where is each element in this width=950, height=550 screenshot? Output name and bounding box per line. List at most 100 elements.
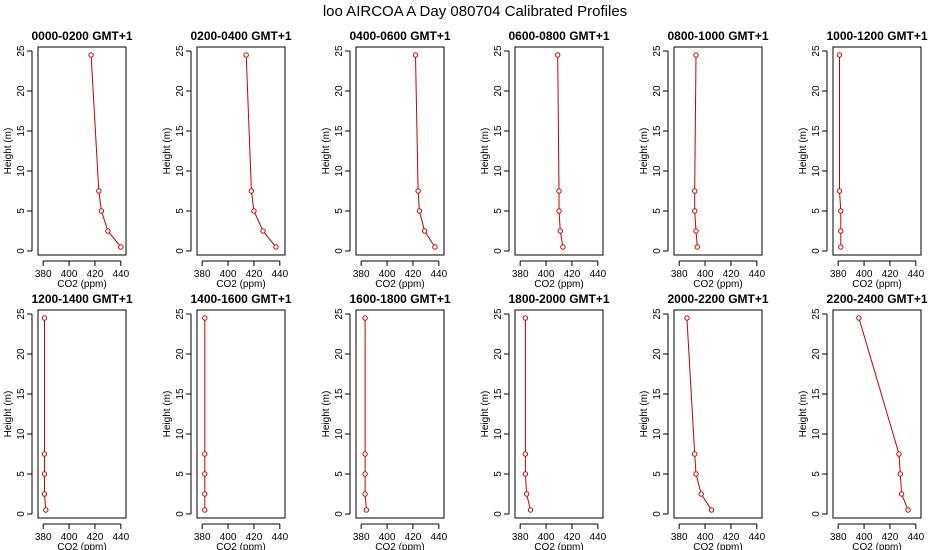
x-tick-label: 420 [246, 269, 263, 280]
data-point [362, 471, 368, 477]
y-tick-label: 20 [652, 85, 663, 97]
y-tick-label: 15 [175, 388, 186, 400]
y-tick-label: 5 [175, 208, 186, 214]
x-tick-label: 420 [882, 532, 899, 543]
x-axis-label: CO2 (ppm) [57, 542, 106, 550]
panel-title: 0000-0200 GMT+1 [31, 29, 132, 43]
y-tick-label: 10 [175, 428, 186, 440]
y-tick-label: 20 [493, 348, 504, 360]
x-tick-label: 400 [697, 269, 714, 280]
y-axis-label: Height (m) [321, 391, 332, 438]
data-point [202, 451, 208, 457]
plot-frame [196, 46, 286, 256]
y-tick-label: 0 [16, 511, 27, 517]
x-tick-label: 440 [430, 269, 447, 280]
y-tick-label: 20 [175, 85, 186, 97]
data-point [98, 208, 105, 214]
y-axis-label: Height (m) [798, 391, 809, 438]
y-tick-label: 5 [652, 208, 663, 214]
y-tick-label: 10 [493, 165, 504, 177]
y-tick-label: 20 [811, 85, 822, 97]
x-tick-label: 420 [723, 269, 740, 280]
x-axis-label: CO2 (ppm) [375, 542, 424, 550]
x-tick-label: 380 [353, 269, 370, 280]
y-tick-label: 5 [334, 471, 345, 477]
y-axis-label: Height (m) [480, 391, 491, 438]
x-tick-label: 420 [246, 532, 263, 543]
y-tick-label: 20 [16, 348, 27, 360]
data-point [415, 188, 421, 194]
x-tick-label: 420 [723, 532, 740, 543]
data-point [694, 244, 700, 250]
x-tick-label: 440 [271, 532, 288, 543]
x-tick-label: 380 [512, 532, 529, 543]
data-point [41, 315, 48, 321]
y-axis-label: Height (m) [798, 128, 809, 175]
data-point [838, 244, 844, 250]
y-tick-label: 5 [493, 208, 504, 214]
panel-1: 0200-0400 GMT+1 380 400 420 440 CO2 (ppm) 0 5 10… [162, 29, 292, 290]
x-tick-label: 400 [538, 532, 555, 543]
x-tick-label: 380 [35, 532, 52, 543]
data-point [412, 52, 419, 58]
y-tick-label: 20 [493, 85, 504, 97]
panel-title: 0600-0800 GMT+1 [508, 29, 609, 43]
profile-line [90, 54, 122, 248]
x-tick-label: 400 [61, 269, 78, 280]
data-point [522, 315, 529, 321]
figure-title: loo AIRCOA A Day 080704 Calibrated Profi… [323, 3, 627, 20]
panel-5: 1000-1200 GMT+1 380 400 420 440 CO2 (ppm) 0 5 10… [798, 29, 928, 290]
panel-6: 1200-1400 GMT+1 380 400 420 440 CO2 (ppm) 0 5 10… [3, 292, 133, 550]
y-tick-label: 20 [811, 348, 822, 360]
plot-frame [514, 309, 604, 519]
y-tick-label: 10 [334, 428, 345, 440]
y-tick-label: 0 [811, 248, 822, 254]
x-tick-label: 440 [589, 269, 606, 280]
y-axis-label: Height (m) [639, 391, 650, 438]
x-tick-label: 440 [907, 532, 924, 543]
y-tick-label: 15 [334, 388, 345, 400]
data-point [698, 491, 704, 497]
x-tick-label: 380 [671, 532, 688, 543]
x-tick-label: 400 [538, 269, 555, 280]
y-tick-label: 25 [175, 308, 186, 320]
data-point [560, 244, 566, 250]
data-point [527, 507, 534, 513]
panel-title: 1000-1200 GMT+1 [826, 29, 927, 43]
x-tick-label: 380 [35, 269, 52, 280]
y-tick-label: 5 [493, 471, 504, 477]
y-tick-label: 15 [652, 388, 663, 400]
y-tick-label: 5 [811, 471, 822, 477]
x-axis-label: CO2 (ppm) [693, 279, 742, 290]
y-tick-label: 25 [652, 45, 663, 57]
profile-line [686, 317, 712, 511]
data-point [202, 315, 208, 321]
data-point [905, 507, 911, 513]
panel-title: 1800-2000 GMT+1 [508, 292, 609, 306]
data-point [41, 471, 48, 477]
data-point [202, 507, 208, 513]
y-tick-label: 10 [811, 428, 822, 440]
data-point [118, 244, 124, 250]
y-tick-label: 10 [175, 165, 186, 177]
data-point [856, 315, 862, 321]
x-tick-label: 400 [220, 532, 237, 543]
plot-frame [514, 46, 604, 256]
y-tick-label: 15 [652, 125, 663, 137]
x-tick-label: 440 [112, 269, 129, 280]
y-tick-label: 0 [493, 248, 504, 254]
y-tick-label: 20 [652, 348, 663, 360]
data-point [202, 491, 208, 497]
data-point [41, 451, 48, 457]
profile-line [415, 54, 436, 248]
y-tick-label: 15 [811, 388, 822, 400]
y-tick-label: 5 [652, 471, 663, 477]
plot-frame [832, 309, 922, 519]
y-tick-label: 0 [334, 248, 345, 254]
profile-line [44, 318, 47, 511]
data-point [260, 228, 266, 234]
y-tick-label: 15 [334, 125, 345, 137]
data-point [523, 491, 530, 497]
data-point [522, 471, 529, 477]
